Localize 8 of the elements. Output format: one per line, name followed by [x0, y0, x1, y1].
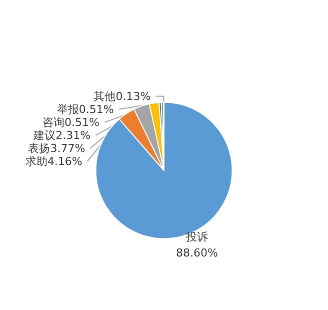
slice-label: 投诉: [184, 230, 208, 244]
data-label: 88.60%: [176, 246, 218, 260]
slice-label: 表扬3.77%: [28, 142, 86, 155]
slice-label: 求助4.16%: [25, 154, 82, 168]
slice-label: 咨询0.51%: [42, 116, 100, 129]
slice-label: 建议2.31%: [32, 128, 91, 142]
slice-label: 举报0.51%: [56, 102, 114, 116]
slice-label: 其他0.13%: [94, 90, 151, 103]
